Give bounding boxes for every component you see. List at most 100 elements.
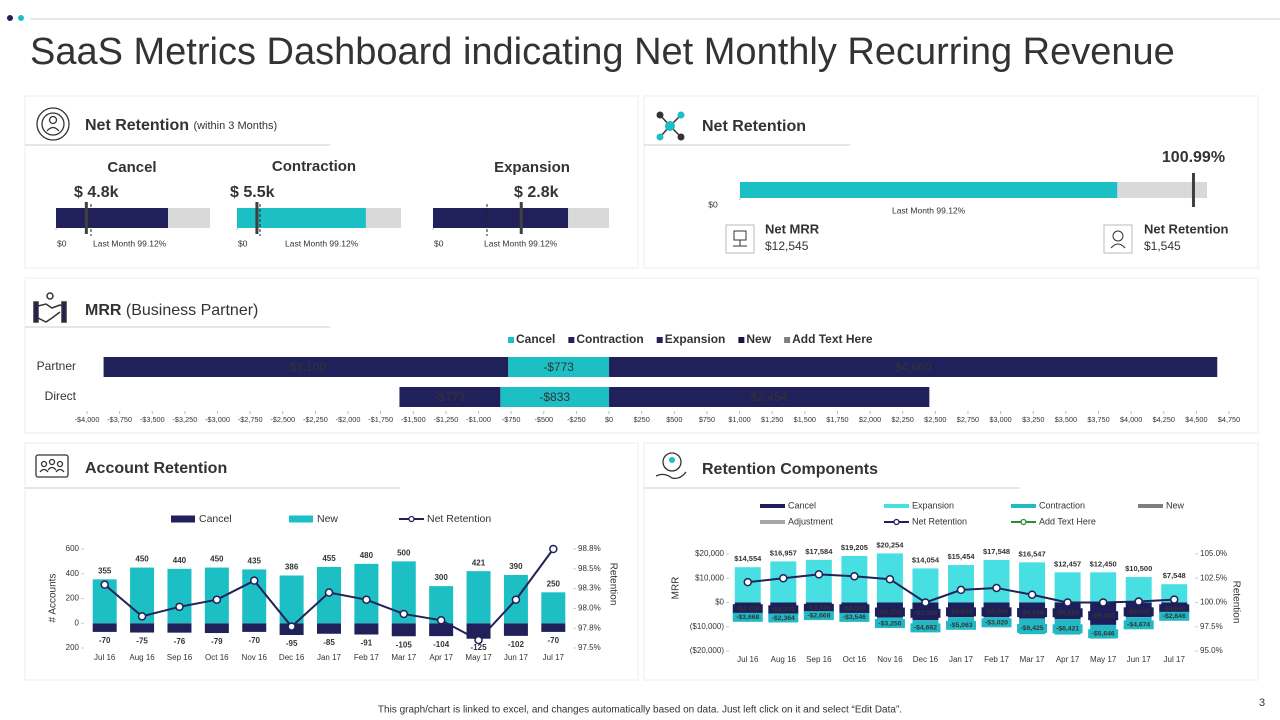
bar-label: -$2,646 [1163, 613, 1186, 620]
bar-label: -91 [361, 639, 373, 648]
line-point [1169, 595, 1179, 604]
x-tick-label: -$1,000 [466, 415, 491, 424]
line-point [921, 598, 930, 607]
bar-label-box [1088, 611, 1119, 621]
bar-label: -$773 [435, 390, 466, 404]
line-point [175, 602, 184, 612]
y2-tick-label: 95.0% [1200, 646, 1223, 655]
page-title: SaaS Metrics Dashboard indicating Net Mo… [30, 31, 1175, 73]
line-point [249, 576, 259, 585]
bullet-bar [433, 208, 569, 228]
x-tick-label: Dec 16 [913, 655, 939, 664]
bar-label: 435 [248, 557, 262, 566]
bar-label: -$6,648 [1021, 609, 1044, 616]
x-tick-label: $1,000 [728, 415, 750, 424]
bar-label: -$3,542 [1163, 606, 1186, 613]
y-tick-label: ($20,000) [690, 646, 725, 655]
x-tick-label: -$2,000 [336, 415, 361, 424]
line-point [743, 577, 753, 587]
bar-label: -70 [548, 636, 560, 645]
bar-label: $15,454 [947, 552, 975, 561]
x-tick-label: -$3,250 [173, 415, 198, 424]
y2-tick-label: 98.8% [578, 544, 601, 553]
legend-label: Cancel [788, 500, 816, 510]
x-tick-label: Feb 17 [984, 655, 1009, 664]
x-tick-label: Mar 17 [1020, 655, 1045, 664]
line-point [436, 616, 446, 625]
x-tick-label: Apr 17 [1056, 655, 1080, 664]
bar-label: 500 [397, 548, 411, 557]
x-tick-label: Jan 17 [949, 655, 974, 664]
bullet-bar [56, 208, 168, 228]
x-tick-label: Nov 16 [877, 655, 903, 664]
x-tick-label: May 17 [1090, 655, 1117, 664]
bar [92, 623, 117, 632]
kpi-label: Net MRR [765, 221, 820, 236]
line-point [779, 574, 788, 583]
bar-label: 450 [135, 555, 149, 564]
bar-label: -102 [508, 640, 525, 649]
bar-label-box [910, 608, 941, 618]
bar-label: -$5,646 [1092, 631, 1115, 638]
bar-segment [500, 387, 610, 407]
line-point [324, 588, 334, 597]
tick-label: $0 [708, 199, 718, 209]
legend-label: Contraction [1039, 500, 1085, 510]
bar [1161, 584, 1188, 603]
line-point [399, 609, 409, 619]
x-tick-label: Jul 16 [737, 655, 759, 664]
bar-label-box [1088, 629, 1119, 639]
bar-label-box [1159, 604, 1190, 614]
legend-label: Add Text Here [1039, 516, 1096, 526]
bar-label-box [946, 620, 976, 630]
x-tick-label: -$2,500 [270, 415, 295, 424]
bar-label: -$3,546 [843, 614, 866, 621]
x-tick-label: May 17 [465, 653, 492, 662]
icon-retention [36, 107, 70, 141]
kpi-value: $12,545 [765, 239, 809, 253]
bar-label: -79 [211, 637, 223, 646]
x-tick-label: Jun 17 [1127, 655, 1152, 664]
bar [541, 623, 566, 632]
bar-segment [103, 357, 509, 377]
legend-swatch [289, 515, 313, 523]
line-point [1134, 597, 1143, 606]
panel-title: Retention Components [702, 461, 878, 478]
bar-label: -$6,046 [1127, 609, 1150, 616]
gauge-value: $ 5.5k [230, 184, 275, 201]
x-tick-label: -$2,250 [303, 415, 328, 424]
bar-label: 300 [434, 573, 448, 582]
bar-label: $17,584 [805, 547, 833, 556]
bar-label: -125 [471, 643, 488, 652]
x-tick-label: $750 [699, 415, 715, 424]
y-tick-label: 0 [75, 618, 80, 627]
panel [24, 277, 1259, 434]
legend-swatch [568, 337, 575, 343]
bar-label: 450 [210, 555, 224, 564]
bar-label: -$7,300 [914, 610, 937, 617]
panel-title: Net Retention [702, 118, 806, 135]
x-tick-label: Sep 16 [806, 655, 832, 664]
bar [983, 559, 1010, 603]
target-label: 100.99% [1162, 149, 1225, 166]
legend-swatch [784, 337, 791, 343]
line-point [549, 544, 558, 554]
page-number: 3 [1259, 697, 1265, 709]
icon-handshake [33, 292, 67, 323]
x-tick-label: $4,250 [1153, 415, 1175, 424]
bar-label: $12,457 [1054, 559, 1081, 568]
x-tick-label: $3,750 [1087, 415, 1109, 424]
y2-axis-title: Retention [1230, 581, 1241, 624]
bar-label: $10,500 [1125, 564, 1152, 573]
y2-tick-label: 98.0% [578, 604, 601, 613]
x-tick-label: Jul 17 [543, 653, 565, 662]
decor-dot [18, 15, 24, 21]
bar-label: -$6,046 [949, 609, 972, 616]
x-tick-label: -$1,750 [368, 415, 393, 424]
x-tick-label: $2,750 [957, 415, 979, 424]
x-tick-label: $3,000 [989, 415, 1011, 424]
x-tick-label: $250 [634, 415, 650, 424]
panel [24, 95, 639, 269]
bar [354, 563, 379, 624]
